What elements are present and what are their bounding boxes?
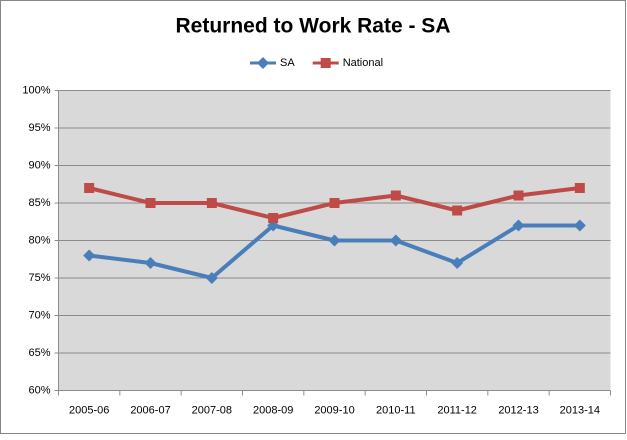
y-tick-label: 95% (28, 122, 50, 134)
y-tick-label: 75% (28, 272, 50, 284)
data-point (390, 190, 401, 201)
y-tick-label: 65% (28, 347, 50, 359)
data-point (145, 198, 156, 208)
chart-title: Returned to Work Rate - SA (176, 15, 451, 38)
x-tick-label: 2007-08 (192, 404, 232, 416)
data-point (389, 234, 402, 247)
x-tick-label: 2013-14 (560, 404, 600, 416)
y-tick-label: 80% (28, 234, 50, 246)
data-point (513, 190, 524, 201)
data-point (329, 198, 340, 208)
data-point (205, 272, 218, 284)
x-tick-label: 2005-06 (69, 404, 109, 416)
x-tick-label: 2012-13 (498, 404, 538, 416)
data-point (512, 219, 525, 232)
data-point (83, 249, 96, 262)
y-tick-label: 60% (28, 384, 50, 396)
x-tick-label: 2011-12 (437, 404, 477, 416)
legend-marker (257, 57, 269, 69)
y-tick-label: 85% (28, 197, 50, 209)
legend-label: SA (280, 57, 295, 69)
y-tick-label: 100% (22, 84, 50, 96)
data-point (144, 257, 157, 269)
data-point (206, 198, 217, 208)
data-point (574, 183, 585, 193)
data-point (328, 234, 341, 247)
x-tick-label: 2010-11 (376, 404, 416, 416)
data-point (452, 205, 463, 216)
data-point (84, 183, 95, 193)
legend-label: National (343, 57, 383, 69)
y-tick-label: 90% (28, 159, 50, 171)
y-tick-label: 70% (28, 309, 50, 321)
data-point (451, 257, 464, 269)
x-tick-label: 2008-09 (253, 404, 293, 416)
x-tick-label: 2009-10 (314, 404, 354, 416)
data-point (268, 213, 279, 223)
legend-marker (320, 58, 331, 68)
data-point (573, 219, 586, 232)
x-tick-label: 2006-07 (130, 404, 170, 416)
